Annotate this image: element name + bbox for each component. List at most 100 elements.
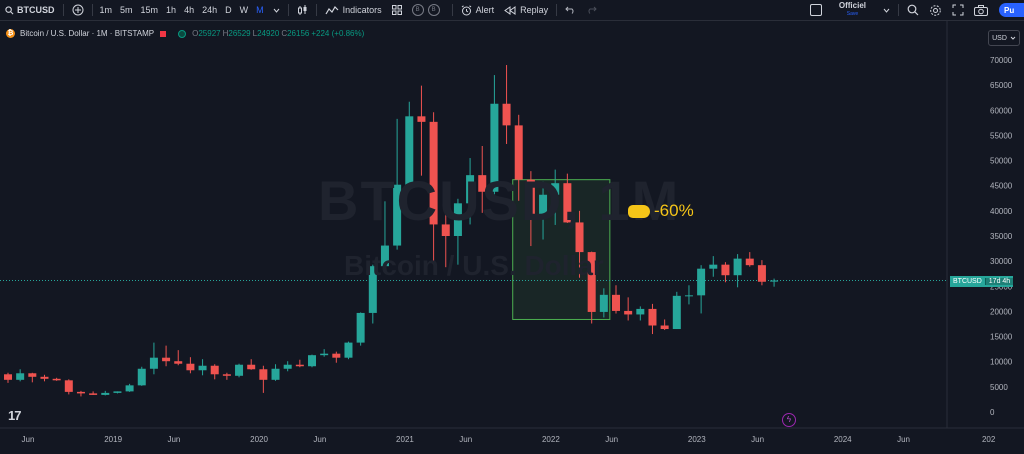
interval-dropdown[interactable] — [268, 0, 285, 20]
y-tick-label: 70000 — [990, 56, 1013, 65]
symbol-search-button[interactable]: BTCUSD — [0, 0, 60, 20]
redo-button[interactable] — [581, 0, 602, 20]
layout-dropdown[interactable] — [878, 0, 895, 20]
candle-body — [28, 373, 37, 377]
snapshot-button[interactable] — [969, 0, 993, 20]
templates-button[interactable] — [387, 0, 407, 20]
currency-selector[interactable]: USD — [988, 30, 1020, 46]
candle-body — [745, 258, 754, 266]
quick-search-button[interactable] — [902, 0, 924, 20]
symbol-label: BTCUSD — [17, 5, 55, 15]
interval-15m[interactable]: 15m — [140, 5, 159, 15]
ohlc-close-label: C — [281, 29, 288, 38]
badge-b2: B — [427, 4, 440, 16]
divider — [315, 4, 317, 16]
drawdown-annotation[interactable]: -60% — [628, 201, 694, 221]
divider — [287, 4, 289, 16]
interval-4h[interactable]: 4h — [184, 5, 195, 15]
candle-body — [502, 103, 511, 126]
candle-body — [174, 361, 183, 364]
layout-name-button[interactable]: Officiel Save — [827, 0, 878, 20]
legend-title[interactable]: Bitcoin / U.S. Dollar · 1M · BITSTAMP — [20, 29, 155, 38]
candle-body — [259, 369, 268, 380]
x-tick-label: 2020 — [250, 435, 268, 444]
x-tick-label: Jun — [313, 435, 326, 444]
badge-buttons[interactable]: B B — [407, 0, 449, 20]
x-tick-label: Jun — [459, 435, 472, 444]
interval-m[interactable]: M — [256, 5, 264, 15]
layout-name: Officiel — [838, 1, 866, 10]
divider — [556, 4, 558, 16]
candle-body — [283, 364, 292, 369]
x-tick-label: Jun — [22, 435, 35, 444]
candle-body — [684, 295, 693, 297]
candle-body — [551, 183, 560, 195]
flag-icon[interactable] — [160, 30, 167, 37]
search-icon — [907, 4, 919, 16]
candle-body — [539, 194, 548, 219]
candle-body — [453, 203, 462, 236]
divider — [62, 4, 64, 16]
alert-button[interactable]: Alert — [456, 0, 500, 20]
y-tick-label: 45000 — [990, 182, 1013, 191]
tradingview-logo[interactable]: 17 — [8, 408, 22, 423]
divider — [451, 4, 453, 16]
candle-body — [636, 308, 645, 315]
indicators-label: Indicators — [342, 5, 382, 15]
interval-24h[interactable]: 24h — [202, 5, 218, 15]
candle-body — [40, 376, 49, 379]
candle-body — [64, 380, 73, 392]
candle-body — [526, 179, 535, 219]
chart-type-button[interactable] — [292, 0, 313, 20]
candle-body — [721, 264, 730, 276]
interval-1h[interactable]: 1h — [166, 5, 177, 15]
ohlc-open: O25927 — [192, 29, 220, 38]
interval-5m[interactable]: 5m — [120, 5, 133, 15]
alarm-clock-icon — [461, 4, 471, 15]
ohlc-close-value: 26156 — [287, 29, 310, 38]
interval-d[interactable]: D — [225, 5, 232, 15]
candle-body — [478, 175, 487, 192]
drawdown-label: -60% — [654, 201, 694, 220]
settings-button[interactable] — [924, 0, 947, 20]
y-tick-label: 40000 — [990, 207, 1013, 216]
chevron-down-icon — [273, 8, 279, 13]
layout-button[interactable] — [805, 0, 827, 20]
indicators-button[interactable]: Indicators — [320, 0, 387, 20]
gear-icon — [930, 4, 941, 16]
y-tick-label: 35000 — [990, 232, 1013, 241]
ohlc-low-value: 24920 — [257, 29, 280, 38]
compare-symbol-button[interactable] — [67, 0, 89, 20]
candle-body — [162, 357, 171, 362]
undo-button[interactable] — [560, 0, 581, 20]
watermark-symbol: BTCUSD, 1M — [318, 169, 681, 232]
candle-body — [612, 294, 620, 311]
y-tick-label: 60000 — [990, 106, 1013, 115]
candles-icon — [297, 4, 307, 15]
replay-button[interactable]: Replay — [499, 0, 553, 20]
plus-circle-icon — [72, 4, 83, 16]
candle-body — [247, 364, 256, 370]
chevron-down-icon — [883, 8, 890, 13]
fullscreen-button[interactable] — [947, 0, 969, 20]
candle-body — [757, 265, 766, 282]
publish-button[interactable]: Pu — [999, 3, 1024, 17]
candle-body — [222, 374, 231, 376]
candle-body — [356, 312, 365, 343]
candle-body — [149, 357, 158, 369]
candle-body — [4, 374, 12, 380]
candle-body — [441, 224, 450, 236]
market-status-icon — [178, 29, 187, 38]
candle-body — [344, 342, 353, 358]
candle-body — [429, 121, 438, 225]
candle-body — [101, 392, 110, 395]
interval-1m[interactable]: 1m — [99, 5, 113, 15]
alert-label: Alert — [475, 5, 495, 15]
badge-b1: B — [411, 4, 424, 16]
interval-w[interactable]: W — [239, 5, 249, 15]
watermark-name: Bitcoin / U.S. Dollar — [344, 250, 604, 281]
candle-body — [271, 368, 280, 380]
candle-body — [113, 391, 122, 393]
lightning-icon[interactable]: ϟ — [782, 413, 796, 427]
currency-label: USD — [992, 34, 1007, 42]
